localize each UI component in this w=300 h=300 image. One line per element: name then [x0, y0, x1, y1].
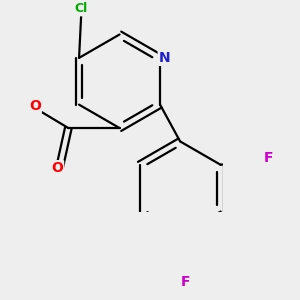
Text: F: F	[264, 151, 273, 165]
Text: O: O	[29, 99, 41, 113]
Text: O: O	[51, 161, 63, 175]
Text: Cl: Cl	[75, 2, 88, 15]
Text: N: N	[159, 51, 170, 65]
Text: F: F	[181, 275, 190, 289]
